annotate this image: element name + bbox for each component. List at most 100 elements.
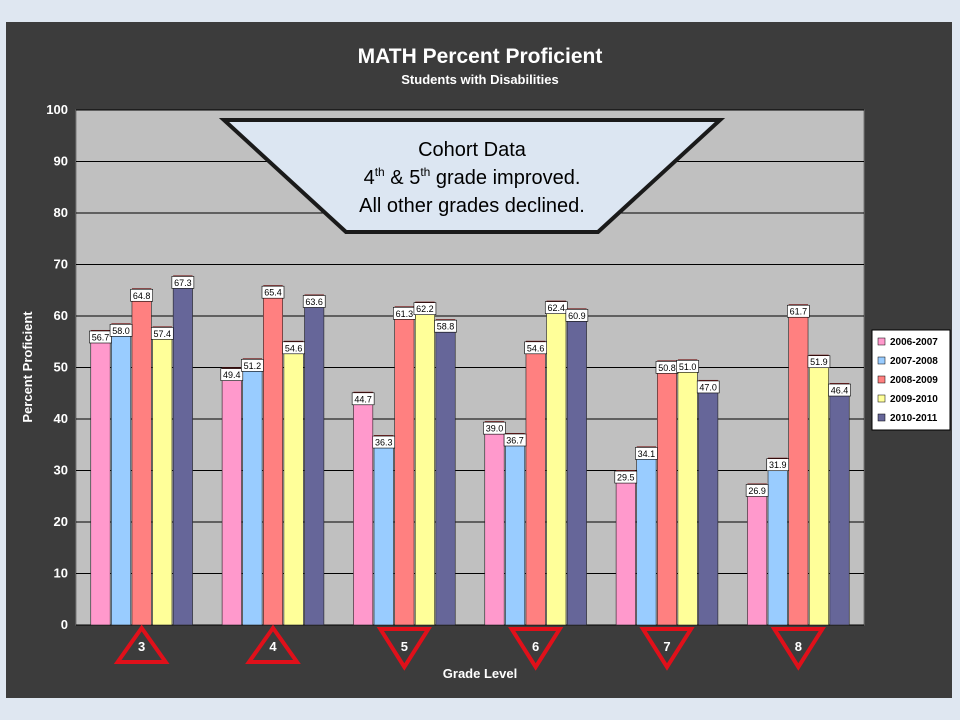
cohort-down-triangle (508, 627, 564, 671)
x-tick-label: 3 (138, 639, 145, 654)
bar (283, 343, 304, 626)
data-label: 44.7 (354, 394, 372, 404)
data-label-box (130, 288, 153, 302)
bar (111, 325, 132, 626)
legend-entry: 2006-2007 (890, 337, 938, 348)
data-label: 36.7 (506, 435, 524, 445)
data-label-box (828, 383, 851, 397)
data-label: 60.9 (568, 311, 586, 321)
data-label: 57.4 (154, 329, 172, 339)
legend-entry: 2010-2011 (890, 413, 938, 424)
bar (636, 449, 657, 626)
data-labels: 56.758.0 64.8 57.4 67.3 49.451.2 65.4 54.6 63.6… (89, 276, 851, 497)
data-label-box (565, 309, 589, 322)
bar (656, 363, 677, 626)
data-label-box (372, 435, 396, 449)
bar (615, 472, 636, 626)
callout-improved-text: grade improved. (430, 167, 580, 189)
data-label-box (261, 285, 285, 299)
data-label-box (766, 458, 790, 472)
bar (677, 362, 698, 626)
data-label-box (807, 355, 831, 369)
data-label: 50.8 (658, 363, 676, 373)
data-label: 58.8 (437, 322, 455, 332)
data-label: 61.3 (396, 309, 414, 319)
cohort-down-triangle (770, 627, 826, 671)
data-label-box (351, 392, 375, 406)
data-label: 65.4 (264, 288, 282, 298)
callout-grade-5: & 5 (385, 167, 421, 189)
data-label: 58.0 (112, 326, 130, 336)
legend-swatch (877, 394, 886, 403)
x-tick-label: 4 (269, 639, 277, 654)
bar (394, 309, 415, 626)
chart: MATH Percent Proficient Students with Di… (20, 45, 951, 681)
data-label: 64.8 (133, 291, 151, 301)
data-label-box (434, 319, 457, 333)
callout-shape (218, 118, 726, 234)
data-label: 56.7 (92, 332, 110, 342)
callout-superscript-2: th (420, 165, 430, 179)
bar (221, 370, 242, 626)
data-label: 54.6 (285, 343, 303, 353)
legend-entry: 2007-2008 (890, 356, 938, 367)
data-label-box (696, 380, 720, 394)
callout-grade-4: 4 (364, 167, 375, 189)
cohort-up-triangle (245, 624, 301, 664)
callout-line-3: All other grades declined. (359, 195, 585, 217)
y-tick-label: 100 (46, 102, 68, 117)
x-tick-label: 8 (795, 639, 802, 654)
data-label-box (503, 433, 527, 447)
data-label-box (302, 295, 326, 308)
data-label-box (524, 341, 547, 355)
callout-superscript-1: th (375, 165, 385, 179)
data-label: 54.6 (527, 343, 545, 353)
bar (262, 287, 283, 626)
data-label-box (109, 323, 133, 337)
legend-swatch (877, 337, 886, 346)
data-label: 62.4 (548, 303, 566, 313)
cohort-down-triangle (639, 627, 695, 671)
x-tick-label: 7 (663, 639, 670, 654)
y-tick-label: 90 (54, 154, 68, 169)
legend: 2006-2007 2007-2008 2008-2009 2009-2010 2010… (871, 329, 951, 431)
chart-subtitle: Students with Disabilities (401, 72, 558, 87)
callout: Cohort Data 4th & 5th grade improved. Al… (218, 118, 726, 234)
bars (90, 275, 850, 626)
data-label: 47.0 (699, 382, 717, 392)
bar (829, 385, 850, 626)
data-label: 61.7 (790, 307, 808, 317)
legend-entry: 2008-2009 (890, 375, 938, 386)
legend-swatch (877, 413, 886, 422)
x-tick-label: 5 (401, 639, 408, 654)
data-label: 31.9 (769, 460, 787, 470)
bar (566, 311, 587, 626)
cohort-up-triangle (113, 624, 170, 664)
bar (242, 361, 263, 626)
y-tick-label: 30 (54, 463, 68, 478)
data-label: 63.6 (305, 297, 323, 307)
bar (90, 332, 111, 626)
chart-panel: MATH Percent Proficient Students with Di… (6, 22, 952, 698)
bar (525, 343, 546, 626)
data-label-box (614, 470, 638, 484)
legend-swatch (877, 356, 886, 365)
bar (304, 297, 325, 626)
bar (788, 306, 809, 626)
data-label-box (282, 341, 305, 355)
data-label-box (220, 368, 244, 381)
data-label-box (413, 302, 437, 315)
x-axis-title: Grade Level (443, 666, 517, 681)
data-label: 49.4 (223, 370, 241, 380)
y-tick-label: 70 (54, 257, 68, 272)
bar (698, 382, 719, 626)
bar (546, 303, 567, 626)
y-tick-label: 60 (54, 308, 68, 323)
bar (767, 460, 788, 626)
data-label-box (745, 484, 769, 497)
bar (484, 423, 505, 626)
y-tick-label: 40 (54, 411, 68, 426)
bar (435, 321, 456, 626)
callout-line-1: Cohort Data (418, 139, 527, 161)
data-label: 39.0 (486, 424, 504, 434)
